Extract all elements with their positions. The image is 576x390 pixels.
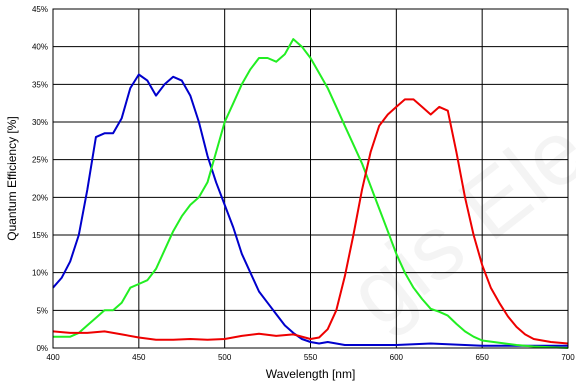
y-tick-label: 10%: [32, 269, 48, 278]
series-line-1: [52, 73, 568, 347]
y-tick-label: 20%: [32, 193, 48, 202]
y-tick-label: 40%: [32, 43, 48, 52]
x-tick-label: 650: [475, 353, 489, 362]
x-tick-label: 450: [132, 353, 146, 362]
series-layer: [52, 38, 569, 349]
x-tick-labels: 400 450 500 550 600 650 700: [46, 353, 575, 362]
x-tick-label: 600: [390, 353, 404, 362]
y-tick-label: 5%: [36, 306, 48, 315]
series-line-3: [52, 98, 569, 345]
y-tick-label: 35%: [32, 80, 48, 89]
y-tick-label: 25%: [32, 156, 48, 165]
x-tick-label: 400: [46, 353, 60, 362]
y-tick-label: 30%: [32, 118, 48, 127]
y-tick-label: 45%: [32, 5, 48, 14]
x-axis-label: Wavelength [nm]: [266, 367, 356, 381]
x-tick-label: 700: [561, 353, 575, 362]
series-line-2: [53, 38, 569, 349]
plot-frame: [52, 8, 569, 349]
y-tick-label: 0%: [36, 344, 48, 353]
x-tick-label: 500: [218, 353, 232, 362]
y-axis-label: Quantum Efficiency [%]: [5, 116, 19, 241]
y-tick-label: 15%: [32, 231, 48, 240]
x-tick-label: 550: [304, 353, 318, 362]
y-tick-labels: 0% 5% 10% 15% 20% 25% 30% 35% 40% 45%: [32, 5, 48, 353]
